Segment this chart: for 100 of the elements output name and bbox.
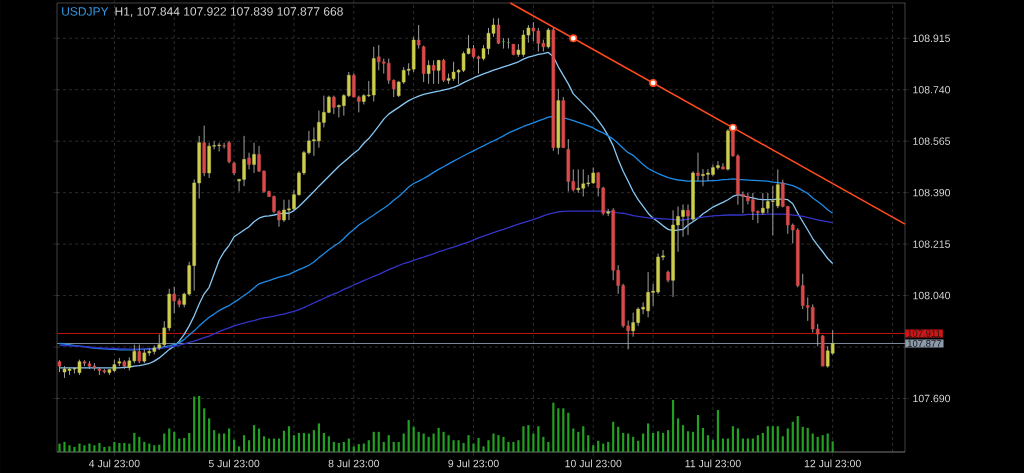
- bar: [213, 430, 216, 452]
- bar: [367, 440, 370, 452]
- candlestick: [441, 58, 446, 83]
- bar: [352, 446, 355, 452]
- candlestick: [426, 59, 431, 85]
- candlestick: [436, 59, 441, 85]
- bar: [392, 441, 395, 452]
- bar: [138, 436, 141, 452]
- bar: [68, 445, 71, 452]
- candlestick: [546, 27, 551, 50]
- bar: [372, 431, 375, 452]
- bar: [133, 432, 136, 452]
- bar: [622, 432, 625, 452]
- bar: [701, 427, 705, 452]
- bar: [287, 426, 291, 452]
- x-tick-label: 12 Jul 23:00: [804, 459, 861, 468]
- bar: [801, 426, 804, 452]
- candlestick: [431, 59, 436, 85]
- bar: [567, 412, 570, 452]
- bar: [397, 441, 400, 452]
- bar: [442, 431, 445, 452]
- bar: [437, 427, 440, 452]
- bar: [612, 421, 615, 452]
- bar: [676, 418, 680, 452]
- bar: [427, 436, 430, 452]
- bar: [716, 409, 720, 452]
- bar: [652, 432, 655, 452]
- bar: [387, 435, 390, 452]
- bar: [686, 431, 690, 452]
- candlestick: [501, 37, 506, 50]
- bar: [592, 445, 595, 452]
- point: [569, 34, 578, 43]
- bar: [73, 446, 76, 452]
- bar: [183, 437, 186, 452]
- candlestick: [416, 24, 421, 50]
- bar: [766, 426, 769, 452]
- bar: [482, 446, 485, 452]
- bar: [357, 444, 360, 452]
- bar: [193, 396, 196, 452]
- bar: [761, 432, 764, 452]
- bar: [582, 426, 585, 452]
- bar: [537, 426, 540, 452]
- bar: [173, 431, 176, 452]
- bar: [502, 436, 505, 452]
- bar: [88, 443, 91, 452]
- bar: [417, 431, 420, 452]
- bar: [412, 426, 415, 452]
- bar: [103, 446, 106, 452]
- bar: [108, 446, 111, 452]
- x-tick-label: 5 Jul 23:00: [208, 459, 260, 468]
- bar: [756, 435, 759, 452]
- bar: [517, 440, 520, 452]
- bar: [123, 443, 126, 452]
- bar: [168, 428, 171, 452]
- candlestick: [686, 203, 690, 236]
- bar: [78, 443, 81, 452]
- bar: [203, 408, 206, 452]
- y-tick-label: 108.390: [913, 188, 951, 197]
- point: [728, 123, 737, 132]
- bar: [607, 441, 610, 452]
- bar: [776, 426, 779, 452]
- bar: [587, 435, 590, 452]
- bar: [736, 428, 739, 452]
- bar: [791, 421, 794, 452]
- bar: [257, 428, 261, 452]
- bar: [477, 437, 480, 452]
- bar: [262, 436, 266, 452]
- bar: [681, 425, 685, 452]
- bar: [632, 436, 635, 452]
- bar: [322, 432, 325, 452]
- bar: [492, 433, 495, 452]
- bar: [796, 416, 799, 452]
- y-tick-label: 108.565: [913, 137, 951, 145]
- bar: [666, 430, 670, 452]
- bar: [198, 395, 201, 452]
- bar: [317, 423, 320, 452]
- bar: [696, 415, 700, 452]
- candlestick: [137, 344, 142, 364]
- y-tick-label: 107.690: [913, 394, 951, 403]
- bar: [118, 443, 121, 452]
- bar: [562, 408, 565, 452]
- bar: [661, 432, 665, 452]
- candlestick: [506, 37, 511, 50]
- candlestick: [252, 142, 256, 174]
- bar: [507, 441, 510, 452]
- bar: [552, 402, 555, 452]
- bar: [457, 440, 460, 452]
- bar: [487, 440, 490, 452]
- y-tick-label: 108.215: [913, 240, 951, 248]
- bar: [208, 418, 211, 452]
- y-tick-label: 108.740: [913, 86, 951, 94]
- bar: [332, 441, 335, 452]
- point: [649, 78, 658, 87]
- candlestick: [696, 152, 700, 182]
- bar: [527, 425, 530, 452]
- bar: [691, 431, 695, 452]
- bar: [806, 427, 809, 452]
- bar: [153, 445, 156, 452]
- y-tick-label: 108.915: [913, 34, 951, 42]
- bar: [407, 420, 410, 452]
